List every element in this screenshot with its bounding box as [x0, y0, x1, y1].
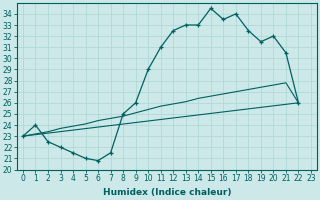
- X-axis label: Humidex (Indice chaleur): Humidex (Indice chaleur): [103, 188, 231, 197]
